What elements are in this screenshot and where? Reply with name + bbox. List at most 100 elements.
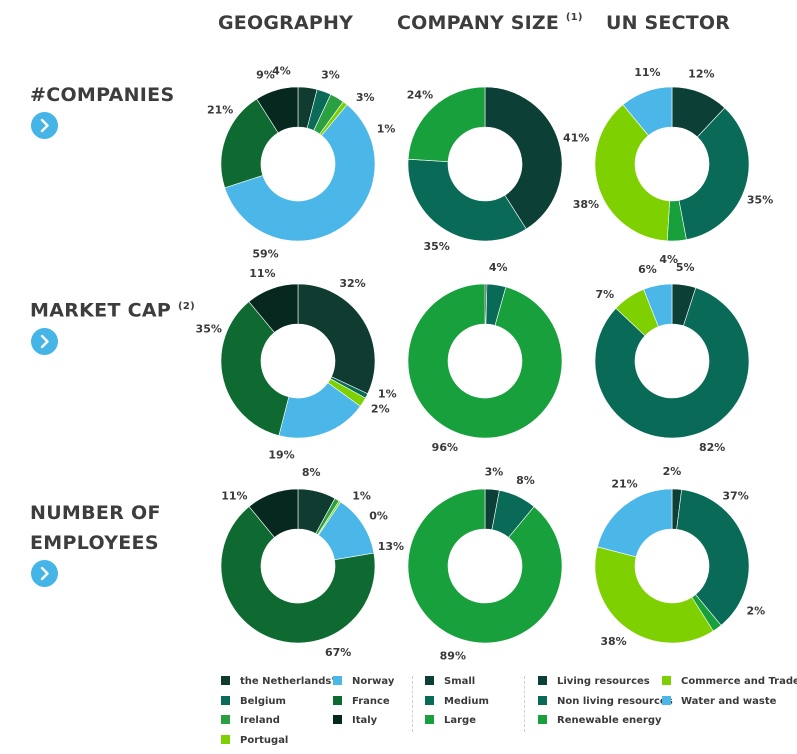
- market-cap-arrow-button[interactable]: [31, 328, 58, 355]
- slice-value-label: 6%: [638, 263, 657, 276]
- legend-label: Portugal: [240, 734, 289, 746]
- slice-water-and-waste: [622, 86, 673, 136]
- legend-label: Norway: [352, 676, 395, 687]
- slice-value-label: 3%: [356, 91, 375, 104]
- row-label-employees: NUMBER OF EMPLOYEES: [30, 502, 161, 554]
- legend-swatch: [221, 695, 230, 705]
- legend-label: Water and waste: [681, 695, 777, 707]
- legend-swatch: [425, 676, 434, 685]
- legend-label: Italy: [352, 715, 378, 726]
- slice-large: [407, 86, 486, 162]
- legend-item: Medium: [425, 695, 489, 707]
- legend-item: Non living resources: [538, 695, 673, 707]
- footnote-2: (2): [178, 301, 196, 312]
- slice-large: [407, 283, 563, 439]
- legend-label: Small: [444, 676, 476, 687]
- slice-italy: [248, 488, 299, 538]
- slice-large: [407, 488, 563, 644]
- row-label-market-cap: MARKET CAP (2): [30, 299, 196, 322]
- legend-item: Portugal: [221, 734, 289, 746]
- legend-item: Living resources: [538, 676, 650, 687]
- chevron-right-icon: [40, 118, 49, 133]
- legend-item: Italy: [333, 715, 377, 726]
- legend-label: Large: [444, 715, 476, 726]
- slice-value-label: 41%: [563, 131, 589, 144]
- slice-commerce-and-trade: [594, 546, 714, 644]
- chevron-right-icon: [40, 334, 49, 349]
- slice-water-and-waste: [597, 488, 673, 558]
- slice-value-label: 89%: [440, 649, 466, 662]
- slice-value-label: 1%: [352, 489, 371, 502]
- legend-item: Small: [425, 676, 475, 687]
- slice-value-label: 11%: [249, 267, 275, 280]
- slice-value-label: 32%: [339, 277, 365, 290]
- slice-value-label: 8%: [302, 466, 321, 479]
- donut-charts-grid: 4% 3%3%1%59%21%9%41%35%24%12%35%4%38%11%3…: [196, 64, 774, 662]
- slice-value-label: 0%: [369, 510, 388, 523]
- slice-value-label: 4%: [659, 253, 678, 266]
- legend-swatch: [221, 676, 230, 685]
- legend-item: Ireland: [221, 715, 280, 726]
- slice-value-label: 4%: [272, 64, 291, 77]
- slice-water-and-waste: [643, 283, 673, 327]
- legend-swatch: [538, 676, 547, 685]
- legend-swatch: [333, 695, 342, 705]
- legend-item: Norway: [333, 676, 394, 687]
- legend-swatch: [333, 676, 342, 685]
- slice-value-label: 4%: [489, 261, 508, 274]
- slice-value-label: 1%: [377, 122, 396, 135]
- legend-separator: [412, 676, 414, 732]
- header-geography: GEOGRAPHY: [218, 12, 354, 34]
- legend-label: Non living resources: [557, 695, 673, 707]
- slice-medium: [407, 158, 527, 242]
- legend-item: France: [333, 695, 390, 707]
- slice-value-label: 3%: [321, 69, 340, 82]
- slice-value-label: 37%: [722, 489, 748, 502]
- slice-value-label: 7%: [595, 288, 614, 301]
- donut-companies-un-sector: 12% 35% 4% 38% 11%: [573, 66, 774, 266]
- legend-item: Large: [425, 715, 476, 726]
- slice-france: [220, 301, 290, 436]
- slice-value-label: 59%: [252, 247, 278, 260]
- slice-italy: [256, 86, 299, 134]
- legend-separator: [524, 676, 526, 732]
- chevron-right-icon: [40, 566, 49, 581]
- slice-value-label: 13%: [378, 540, 404, 553]
- header-company-size: COMPANY SIZE (1): [397, 11, 583, 34]
- slice-non-living-resources: [594, 287, 750, 439]
- legend-item: Commerce and Trade: [662, 676, 797, 687]
- donut-companies-company-size: 41% 35% 24%: [407, 86, 589, 253]
- slice-norway: [224, 104, 376, 242]
- legend-swatch: [425, 715, 434, 724]
- donut-companies-geography: 4% 3% 3% 1% 59% 21% 9%: [207, 64, 395, 260]
- employees-arrow-button[interactable]: [31, 560, 58, 587]
- slice-value-label: 5%: [676, 261, 695, 274]
- donut-employees-un-sector: 2% 37% 2% 38% 21%: [594, 465, 765, 648]
- donut-employees-company-size: 3% 8% 89%: [407, 465, 563, 662]
- donut-market-cap-geography: 32% 1% 2% 19% 35% 11%: [196, 267, 397, 462]
- slice-value-label: 38%: [573, 198, 599, 211]
- slice-value-label: 19%: [268, 449, 294, 462]
- donut-market-cap-un-sector: 5% 82% 7% 6%: [594, 261, 750, 454]
- slice-value-label: 3%: [485, 465, 504, 478]
- slice-non-living-resources: [676, 489, 750, 626]
- slice-value-label: 8%: [516, 474, 535, 487]
- legend-swatch: [221, 734, 230, 744]
- slice-the-netherlands: [297, 283, 376, 395]
- legend-swatch: [425, 695, 434, 705]
- slice-value-label: 12%: [688, 68, 714, 81]
- legend-swatch: [662, 676, 671, 685]
- legend-label: Ireland: [240, 715, 280, 726]
- legend-label: the Netherlands': [240, 676, 335, 687]
- slice-non-living-resources: [678, 107, 750, 240]
- slice-value-label: 2%: [663, 465, 682, 478]
- legend-label: Medium: [444, 695, 489, 707]
- slice-france: [220, 506, 376, 644]
- slice-value-label: 11%: [221, 489, 247, 502]
- slice-value-label: 11%: [634, 66, 660, 79]
- donut-employees-geography: 8% 1% 0% 13% 67% 11%: [220, 466, 404, 659]
- legend-label: Commerce and Trade: [681, 676, 797, 687]
- slice-value-label: 35%: [747, 194, 773, 207]
- companies-arrow-button[interactable]: [31, 112, 58, 139]
- legend-swatch: [333, 715, 342, 724]
